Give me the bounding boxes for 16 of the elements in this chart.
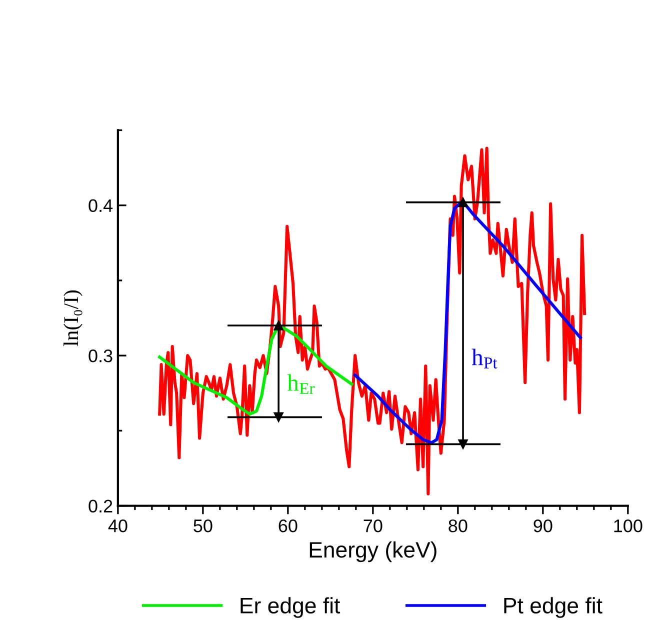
annotation: h$_{Pt}$ (472, 348, 498, 368)
x-tick-label: 60 (278, 519, 298, 532)
y-axis-title: ln(I₀/I) (64, 290, 82, 346)
y-tick-label: 0.2 (88, 500, 112, 513)
x-tick-label: 90 (534, 519, 552, 532)
legend-label: Pt edge fit (504, 597, 602, 618)
x-axis-title: Energy (keV) (310, 541, 436, 562)
annotation: h$_{Er}$ (287, 374, 315, 394)
x-tick-label: 40 (108, 519, 128, 532)
x-tick-label: 50 (194, 519, 212, 532)
legend-label: Er edge fit (240, 597, 340, 618)
y-tick-label: 0.3 (88, 350, 112, 362)
x-tick-label: 70 (364, 519, 382, 532)
x-tick-label: 100 (614, 519, 642, 532)
x-tick-label: 80 (448, 519, 468, 532)
y-tick-label: 0.4 (88, 199, 113, 212)
